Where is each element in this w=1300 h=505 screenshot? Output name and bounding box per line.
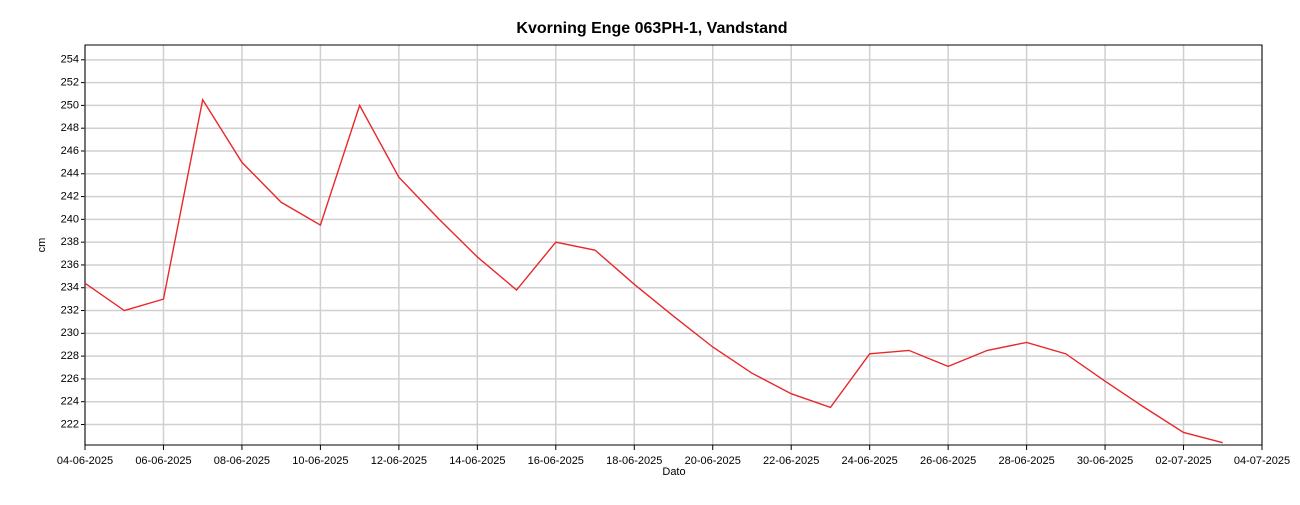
plot-frame — [84, 44, 1263, 446]
x-tick-label: 18-06-2025 — [606, 455, 662, 467]
y-tick-label: 246 — [61, 145, 79, 157]
y-tick-label: 248 — [61, 122, 79, 134]
x-tick-label: 10-06-2025 — [292, 455, 348, 467]
y-tick-label: 226 — [61, 373, 79, 385]
x-tick-label: 16-06-2025 — [528, 455, 584, 467]
x-tick-label: 28-06-2025 — [998, 455, 1054, 467]
x-tick-label: 04-07-2025 — [1234, 455, 1290, 467]
y-tick-label: 236 — [61, 259, 79, 271]
x-tick-label: 08-06-2025 — [214, 455, 270, 467]
y-tick-label: 222 — [61, 418, 79, 430]
x-tick-label: 20-06-2025 — [685, 455, 741, 467]
y-tick-label: 244 — [61, 168, 79, 180]
data-line — [84, 97, 1223, 444]
x-tick-label: 26-06-2025 — [920, 455, 976, 467]
x-tick-label: 12-06-2025 — [371, 455, 427, 467]
x-tick-label: 14-06-2025 — [449, 455, 505, 467]
x-tick-label: 24-06-2025 — [842, 455, 898, 467]
y-tick-label: 238 — [61, 236, 79, 248]
y-tick-label: 252 — [61, 77, 79, 89]
y-tick-label: 234 — [61, 282, 79, 294]
y-tick-label: 250 — [61, 99, 79, 111]
chart-title: Kvorning Enge 063PH-1, Vandstand — [516, 20, 787, 37]
y-tick-label: 242 — [61, 190, 79, 202]
y-tick-label: 254 — [61, 54, 79, 66]
y-tick-label: 224 — [61, 396, 79, 408]
y-tick-label: 240 — [61, 213, 79, 225]
x-tick-label: 22-06-2025 — [763, 455, 819, 467]
x-axis-label: Dato — [662, 466, 685, 478]
x-tick-label: 06-06-2025 — [135, 455, 191, 467]
x-tick-label: 30-06-2025 — [1077, 455, 1133, 467]
x-tick-label: 04-06-2025 — [57, 455, 113, 467]
y-tick-label: 230 — [61, 327, 79, 339]
y-tick-label: 232 — [61, 304, 79, 316]
y-axis-label: cm — [36, 238, 48, 253]
y-tick-label: 228 — [61, 350, 79, 362]
x-tick-label: 02-07-2025 — [1155, 455, 1211, 467]
